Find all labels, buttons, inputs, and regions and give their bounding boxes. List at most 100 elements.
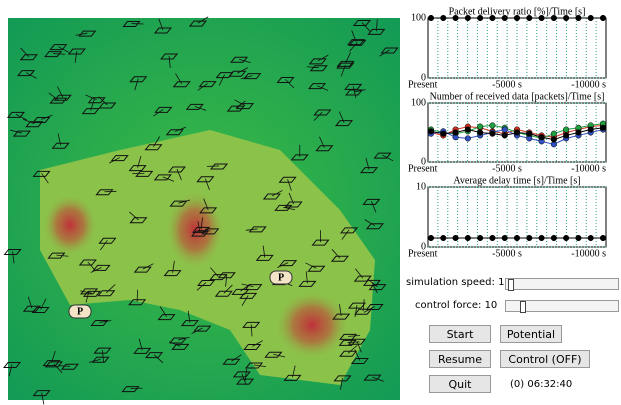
- vehicle-arrow: [288, 192, 295, 205]
- start-button[interactable]: Start: [429, 325, 491, 343]
- vehicle-arrow: [371, 201, 377, 213]
- vehicle: [350, 358, 369, 365]
- vehicle-arrow: [287, 179, 292, 191]
- vehicle: [244, 284, 263, 291]
- vehicle-arrow: [85, 290, 90, 303]
- vehicle-arrow: [172, 260, 175, 273]
- vehicle: [32, 170, 51, 177]
- potential-button[interactable]: Potential: [500, 325, 562, 343]
- vehicle: [32, 390, 51, 397]
- control-button[interactable]: Control (OFF): [500, 350, 590, 368]
- vehicle: [243, 343, 262, 350]
- vehicle: [278, 176, 297, 183]
- vehicle-arrow: [153, 136, 161, 147]
- vehicle-arrow: [191, 327, 203, 334]
- vehicle: [279, 260, 298, 267]
- vehicle: [215, 72, 234, 79]
- vehicle: [222, 358, 241, 365]
- vehicle: [365, 223, 384, 230]
- data-point: [513, 129, 521, 136]
- data-point: [452, 14, 459, 22]
- force-slider[interactable]: [505, 300, 619, 313]
- data-point: [587, 234, 594, 242]
- quit-button[interactable]: Quit: [429, 375, 491, 393]
- vehicle: [25, 121, 44, 128]
- data-point: [489, 14, 496, 22]
- data-point: [489, 122, 496, 129]
- vehicle-arrow: [90, 266, 102, 273]
- vehicle-arrow: [238, 58, 251, 64]
- vehicle-arrow: [349, 42, 358, 52]
- vehicle-arrow: [340, 377, 343, 390]
- vehicle-arrow: [245, 228, 258, 231]
- vehicle: [167, 166, 186, 173]
- vehicle-arrow: [168, 55, 171, 68]
- data-point: [489, 130, 496, 137]
- vehicle-arrow: [225, 274, 228, 287]
- vehicle: [154, 106, 173, 113]
- x-tick-label: Present: [408, 79, 438, 90]
- vehicle: [339, 333, 358, 340]
- vehicle: [31, 307, 50, 314]
- speed-slider[interactable]: [505, 278, 619, 291]
- vehicle: [165, 129, 184, 136]
- vehicle: [353, 275, 372, 282]
- vehicle: [214, 290, 233, 297]
- vehicle-arrow: [41, 173, 49, 184]
- vehicle: [307, 265, 326, 272]
- data-point: [440, 14, 447, 22]
- vehicle: [82, 290, 102, 297]
- data-point: [550, 14, 557, 22]
- vehicle: [248, 226, 267, 233]
- vehicle: [352, 19, 371, 26]
- vehicle: [6, 111, 26, 118]
- resume-button[interactable]: Resume: [429, 350, 491, 368]
- data-point: [477, 129, 484, 136]
- vehicle-arrow: [20, 47, 30, 58]
- vehicle: [197, 280, 216, 287]
- vehicle-arrow: [203, 198, 209, 210]
- vehicle-arrow: [285, 79, 295, 89]
- vehicle: [209, 163, 229, 170]
- vehicle: [344, 89, 364, 96]
- vehicle-arrow: [75, 32, 88, 36]
- hotspot: [274, 290, 350, 360]
- vehicle: [153, 27, 173, 34]
- vehicle-arrow: [338, 111, 345, 123]
- vehicle-arrow: [365, 157, 370, 170]
- vehicle-arrow: [283, 206, 296, 211]
- vehicle-arrow: [277, 262, 289, 268]
- vehicle: [80, 288, 99, 295]
- vehicle-arrow: [100, 240, 108, 251]
- vehicle: [315, 145, 334, 152]
- vehicle: [359, 167, 379, 174]
- vehicle-arrow: [194, 105, 207, 111]
- speed-label: simulation speed: 10: [406, 277, 511, 288]
- vehicle: [191, 226, 211, 233]
- data-point: [464, 135, 471, 142]
- data-point: [477, 123, 484, 130]
- vehicle-arrow: [197, 221, 201, 234]
- vehicle: [334, 120, 354, 127]
- vehicle-arrow: [313, 111, 323, 121]
- vehicle-arrow: [353, 89, 366, 93]
- vehicle-arrow: [41, 114, 53, 120]
- vehicle-arrow: [253, 364, 266, 368]
- vehicle: [307, 83, 327, 90]
- data-point: [599, 14, 607, 22]
- data-point: [563, 132, 570, 139]
- vehicle-arrow: [364, 219, 376, 227]
- vehicle: [133, 266, 152, 273]
- vehicle-arrow: [134, 78, 139, 91]
- vehicle: [311, 239, 330, 246]
- vehicle: [128, 165, 147, 172]
- x-tick-label: Present: [408, 248, 438, 259]
- data-point: [464, 126, 471, 133]
- vehicle: [2, 362, 22, 369]
- data-point: [513, 14, 521, 22]
- data-point: [587, 126, 594, 133]
- vehicle-arrow: [51, 351, 56, 363]
- vehicle-arrow: [53, 53, 66, 55]
- vehicle: [283, 374, 302, 381]
- vehicle-arrow: [306, 66, 319, 69]
